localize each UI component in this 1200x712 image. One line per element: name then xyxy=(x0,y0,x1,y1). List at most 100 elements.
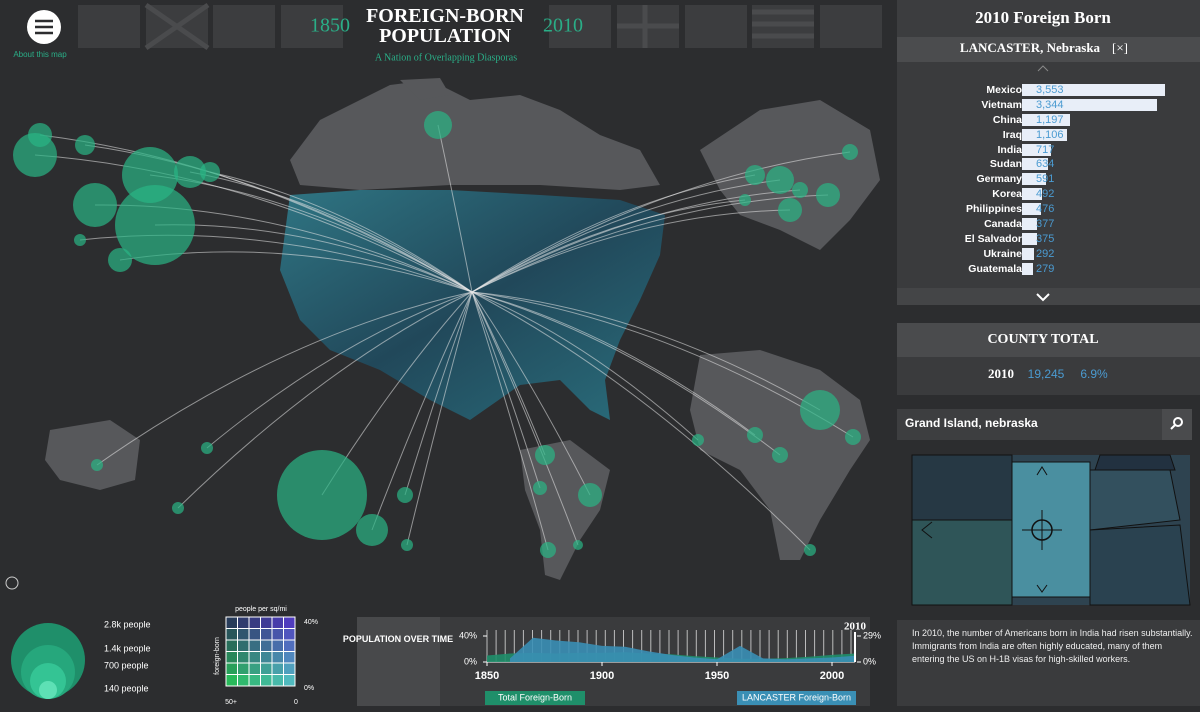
density-cell xyxy=(248,616,261,629)
density-right: 0 xyxy=(294,699,298,706)
density-cell xyxy=(237,628,250,641)
bubble xyxy=(108,248,132,272)
density-cell xyxy=(283,674,296,687)
bubble xyxy=(540,542,556,558)
country-row[interactable]: Ukraine 292 xyxy=(897,247,1200,262)
country-row[interactable]: Mexico 3,553 xyxy=(897,83,1200,98)
origin-bubbles xyxy=(13,111,861,558)
bubble xyxy=(28,123,52,147)
total-panel xyxy=(897,357,1200,395)
arc xyxy=(177,291,473,509)
sidebar-title: 2010 Foreign Born xyxy=(975,8,1111,27)
sidebar-header xyxy=(897,0,1200,37)
country-bar xyxy=(1022,98,1157,111)
county-bar xyxy=(897,37,1200,62)
country-bar xyxy=(1022,218,1038,231)
search-box[interactable] xyxy=(897,409,1162,440)
density-cell xyxy=(225,674,238,687)
density-cell xyxy=(237,651,250,664)
density-cell xyxy=(271,616,284,629)
density-cell xyxy=(283,628,296,641)
country-row[interactable]: India 717 xyxy=(897,143,1200,158)
density-cell xyxy=(248,662,261,675)
total-count: 19,245 xyxy=(1028,367,1065,381)
arc xyxy=(471,174,756,293)
bubble xyxy=(772,447,788,463)
size-label: 140 people xyxy=(104,683,149,693)
density-grid xyxy=(225,616,296,687)
bubble xyxy=(356,514,388,546)
bubble xyxy=(91,459,103,471)
x-tick-label: 1950 xyxy=(705,670,729,682)
bubble xyxy=(174,156,206,188)
country-value: 279 xyxy=(1036,262,1055,275)
x-tick-label: 1850 xyxy=(475,670,499,682)
subtitle: A Nation of Overlapping Diasporas xyxy=(375,52,517,63)
flag-marks xyxy=(144,2,814,51)
country-bar xyxy=(1022,84,1165,96)
scroll-up[interactable] xyxy=(1037,65,1049,72)
country-value: 3,553 xyxy=(1036,84,1064,96)
country-row[interactable]: China 1,197 xyxy=(897,113,1200,128)
density-cell xyxy=(271,662,284,675)
country-value: 377 xyxy=(1036,218,1055,231)
country-row[interactable]: Vietnam 3,344 xyxy=(897,98,1200,113)
country-row[interactable]: Iraq 1,106 xyxy=(897,128,1200,143)
country-row[interactable]: Korea 492 xyxy=(897,187,1200,202)
about-link[interactable]: About this map xyxy=(13,50,67,59)
density-cell xyxy=(260,639,273,652)
country-value: 591 xyxy=(1036,173,1055,186)
density-cell xyxy=(225,639,238,652)
country-name: Korea xyxy=(992,188,1022,201)
density-bottom: 0% xyxy=(304,685,314,692)
arc xyxy=(206,291,473,449)
country-row[interactable]: El Salvador 375 xyxy=(897,232,1200,247)
arc xyxy=(404,291,473,496)
arc xyxy=(189,171,473,293)
country-name: Ukraine xyxy=(983,247,1022,260)
density-cell xyxy=(237,674,250,687)
country-row[interactable]: Canada 377 xyxy=(897,217,1200,232)
series-name: Total Foreign-Born xyxy=(498,692,572,702)
density-cell xyxy=(283,651,296,664)
density-cell xyxy=(283,639,296,652)
country-row[interactable]: Guatemala 279 xyxy=(897,262,1200,277)
density-cell xyxy=(271,674,284,687)
series-button[interactable] xyxy=(485,691,585,705)
search-icon xyxy=(1170,417,1183,430)
density-cell xyxy=(248,628,261,641)
country-row[interactable]: Sudan 634 xyxy=(897,157,1200,172)
bubble xyxy=(692,434,704,446)
bubble xyxy=(792,182,808,198)
country-name: Sudan xyxy=(989,158,1022,171)
year-end: 2010 xyxy=(543,15,583,37)
country-value: 634 xyxy=(1036,158,1055,171)
series-button[interactable] xyxy=(737,691,856,705)
arc xyxy=(437,124,473,293)
timeline-title-line: POPULATION OVER TIME xyxy=(343,634,453,644)
bubble xyxy=(816,183,840,207)
arc xyxy=(154,224,473,293)
country-value: 492 xyxy=(1036,188,1055,201)
country-row[interactable]: Germany 591 xyxy=(897,172,1200,187)
search-button[interactable] xyxy=(1162,409,1192,440)
search-query[interactable]: Grand Island, nebraska xyxy=(905,416,1038,430)
density-top: 40% xyxy=(304,619,318,626)
country-value: 3,344 xyxy=(1036,98,1064,111)
flags xyxy=(78,5,882,48)
bubble xyxy=(739,194,751,206)
y2-tick-label: 29% xyxy=(863,630,881,640)
country-name: Guatemala xyxy=(968,262,1022,275)
total-year: 2010 xyxy=(988,366,1014,381)
density-cell xyxy=(237,662,250,675)
country-row[interactable]: Philippines 476 xyxy=(897,202,1200,217)
bubble xyxy=(842,144,858,160)
country-bar xyxy=(1022,247,1034,260)
scroll-down[interactable] xyxy=(1036,293,1050,302)
bubble xyxy=(115,185,195,265)
density-cell xyxy=(271,639,284,652)
menu-icon xyxy=(35,19,53,35)
description: In 2010, the number of Americans born in… xyxy=(912,628,1193,664)
close-button[interactable]: [×] xyxy=(1112,40,1128,55)
